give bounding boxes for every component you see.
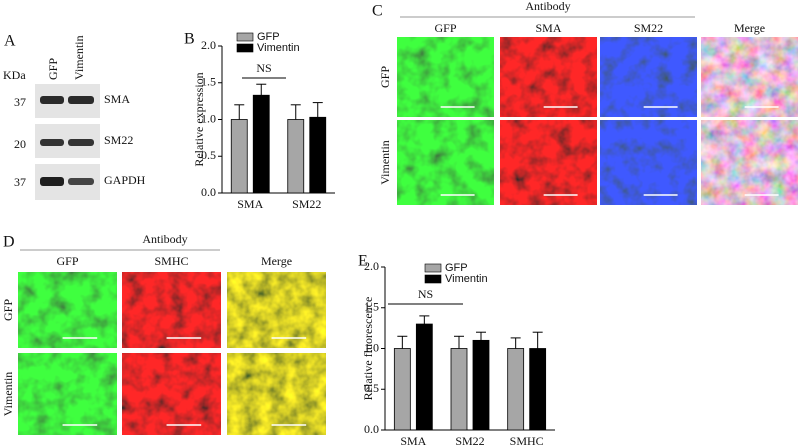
charts: 0.0 0.5 1.0 1.5 2.0 Relative expression SMA SM2… bbox=[192, 31, 555, 448]
panel-label: D bbox=[3, 234, 15, 251]
micrograph-image bbox=[18, 272, 117, 348]
bar bbox=[472, 339, 490, 431]
column-label: GFP bbox=[434, 21, 456, 35]
legend-label: GFP bbox=[445, 262, 468, 274]
bar bbox=[252, 94, 270, 194]
kda-label: KDa bbox=[3, 68, 26, 82]
y-tick-label: 1.5 bbox=[201, 75, 216, 89]
row-label: GFP bbox=[378, 66, 392, 88]
band bbox=[68, 139, 94, 146]
bar bbox=[230, 119, 248, 194]
panel-label: C bbox=[372, 3, 383, 20]
y-tick-label: 2.0 bbox=[201, 38, 216, 52]
legend-label: Vimentin bbox=[445, 273, 488, 285]
y-tick-label: 1.5 bbox=[364, 300, 379, 314]
column-label: Merge bbox=[734, 21, 765, 35]
legend-swatch bbox=[236, 32, 254, 42]
header: Antibody bbox=[525, 0, 570, 13]
panel-label: B bbox=[184, 31, 195, 48]
panel-label: E bbox=[358, 253, 368, 270]
bar bbox=[415, 323, 433, 431]
kda-value: 37 bbox=[14, 175, 26, 189]
micrograph-image bbox=[600, 37, 697, 117]
y-tick-label: 0.0 bbox=[364, 422, 379, 436]
protein-label: GAPDH bbox=[104, 173, 146, 187]
micrograph-image bbox=[227, 353, 326, 435]
bar bbox=[450, 348, 468, 431]
band bbox=[68, 96, 94, 104]
y-axis-label: Relative expression bbox=[192, 72, 206, 166]
legend-swatch bbox=[424, 274, 442, 284]
band bbox=[40, 96, 64, 104]
y-axis-label: Relative fluorescence bbox=[361, 297, 375, 401]
column-label: GFP bbox=[56, 254, 78, 268]
x-tick-label: SMA bbox=[400, 434, 426, 448]
micrograph-image bbox=[701, 37, 798, 117]
micrograph-image bbox=[500, 37, 597, 117]
micrograph-image bbox=[701, 120, 798, 205]
bar bbox=[309, 116, 327, 194]
panel-label: A bbox=[4, 33, 16, 50]
micrograph-image bbox=[600, 120, 697, 205]
row-label: Vimentin bbox=[1, 372, 15, 417]
y-tick-label: 0.0 bbox=[201, 185, 216, 199]
micrograph-image bbox=[18, 353, 117, 435]
y-tick-label: 1.0 bbox=[201, 111, 216, 125]
legend-label: Vimentin bbox=[257, 42, 300, 54]
header: Antibody bbox=[142, 232, 187, 246]
annotation: NS bbox=[256, 61, 271, 75]
x-tick-label: SM22 bbox=[455, 434, 484, 448]
column-label: SMA bbox=[535, 21, 561, 35]
lane-label: Vimentin bbox=[72, 35, 86, 80]
bar bbox=[393, 348, 411, 431]
micrograph-image bbox=[122, 272, 221, 348]
kda-value: 20 bbox=[14, 137, 26, 151]
band bbox=[40, 177, 64, 186]
y-tick-label: 0.5 bbox=[364, 381, 379, 395]
micrograph-image bbox=[500, 120, 597, 205]
y-tick-label: 1.0 bbox=[364, 340, 379, 354]
legend-swatch bbox=[236, 43, 254, 53]
legend-label: GFP bbox=[257, 31, 280, 43]
x-tick-label: SMA bbox=[237, 197, 263, 211]
protein-label: SMA bbox=[104, 92, 130, 106]
western-blot: KDa GFP Vimentin 37 20 37 SMA SM22 GAPDH bbox=[3, 35, 146, 200]
legend-swatch bbox=[424, 263, 442, 273]
row-label: Vimentin bbox=[378, 140, 392, 185]
y-tick-label: 0.5 bbox=[201, 148, 216, 162]
column-label: SM22 bbox=[634, 21, 663, 35]
bar bbox=[507, 348, 525, 431]
x-tick-label: SM22 bbox=[292, 197, 321, 211]
micrograph-image bbox=[227, 272, 326, 348]
micrograph-image bbox=[122, 353, 221, 435]
band bbox=[68, 178, 94, 185]
y-tick-label: 2.0 bbox=[364, 259, 379, 273]
column-label: SMHC bbox=[154, 254, 188, 268]
x-tick-label: SMHC bbox=[510, 434, 544, 448]
bar bbox=[529, 348, 547, 431]
lane-label: GFP bbox=[46, 58, 60, 80]
bar bbox=[287, 119, 305, 194]
protein-label: SM22 bbox=[104, 133, 133, 147]
kda-value: 37 bbox=[14, 95, 26, 109]
row-label: GFP bbox=[1, 299, 15, 321]
band bbox=[40, 139, 64, 146]
annotation: NS bbox=[418, 287, 433, 301]
micrograph-image bbox=[397, 120, 494, 205]
column-label: Merge bbox=[261, 254, 292, 268]
micrograph-image bbox=[397, 37, 494, 117]
